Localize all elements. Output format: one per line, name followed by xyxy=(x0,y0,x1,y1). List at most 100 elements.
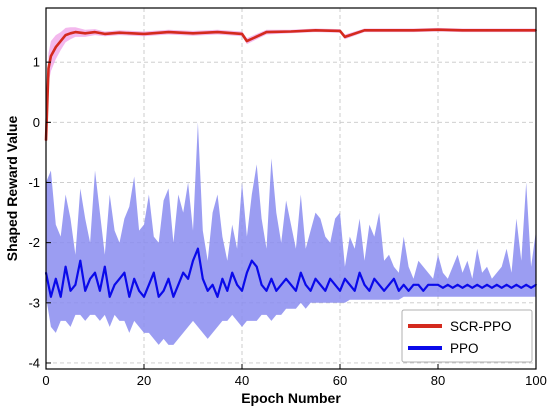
point-scr-ppo-28 xyxy=(486,29,488,32)
y-tick-label-1: -3 xyxy=(28,295,40,310)
point-ppo-61 xyxy=(344,277,346,280)
point-scr-ppo-24 xyxy=(388,29,390,32)
point-ppo-76 xyxy=(417,283,420,286)
point-ppo-10 xyxy=(94,271,96,274)
point-ppo-26 xyxy=(172,295,175,298)
y-tick-label-3: -1 xyxy=(28,175,40,190)
point-ppo-44 xyxy=(260,283,263,286)
point-scr-ppo-25 xyxy=(412,29,415,32)
point-scr-ppo-6 xyxy=(69,32,72,35)
y-tick-label-0: -4 xyxy=(28,355,40,370)
point-scr-ppo-4 xyxy=(59,40,62,42)
point-ppo-65 xyxy=(363,283,366,286)
band-ppo xyxy=(46,122,536,345)
point-ppo-49 xyxy=(285,277,287,280)
point-ppo-78 xyxy=(427,283,430,286)
point-ppo-40 xyxy=(241,289,243,292)
point-ppo-18 xyxy=(133,277,136,280)
point-ppo-80 xyxy=(437,283,439,286)
point-ppo-72 xyxy=(397,289,400,292)
point-ppo-81 xyxy=(442,286,444,289)
point-ppo-35 xyxy=(216,295,219,298)
point-ppo-22 xyxy=(152,271,155,274)
point-ppo-54 xyxy=(309,289,312,292)
point-ppo-5 xyxy=(69,289,72,292)
point-ppo-73 xyxy=(402,283,405,286)
point-ppo-91 xyxy=(491,286,493,289)
point-ppo-75 xyxy=(412,283,415,286)
point-ppo-53 xyxy=(304,283,307,286)
point-ppo-99 xyxy=(530,286,532,289)
x-tick-label-0: 0 xyxy=(42,373,49,388)
point-ppo-69 xyxy=(383,289,385,292)
point-ppo-19 xyxy=(138,289,141,292)
point-ppo-90 xyxy=(486,283,488,286)
point-ppo-7 xyxy=(79,259,82,262)
legend-label-scr-ppo: SCR-PPO xyxy=(450,319,512,334)
y-axis-label: Shaped Reward Value xyxy=(4,116,20,262)
point-ppo-84 xyxy=(456,283,459,286)
point-ppo-89 xyxy=(481,286,483,289)
point-ppo-39 xyxy=(236,283,239,286)
point-ppo-12 xyxy=(103,265,106,268)
point-ppo-3 xyxy=(59,295,62,298)
point-scr-ppo-17 xyxy=(246,40,248,42)
point-scr-ppo-19 xyxy=(290,30,292,33)
point-ppo-58 xyxy=(329,277,332,280)
point-ppo-56 xyxy=(319,283,322,286)
point-scr-ppo-7 xyxy=(74,31,77,33)
y-tick-label-4: 0 xyxy=(33,115,40,130)
x-tick-label-1: 20 xyxy=(137,373,151,388)
point-ppo-70 xyxy=(388,283,390,286)
point-scr-ppo-2 xyxy=(50,55,52,57)
legend: SCR-PPO PPO xyxy=(401,309,533,363)
point-scr-ppo-12 xyxy=(143,33,145,35)
point-scr-ppo-13 xyxy=(167,31,170,33)
point-scr-ppo-18 xyxy=(265,31,268,33)
point-ppo-66 xyxy=(368,289,371,292)
confidence-bands xyxy=(46,27,536,345)
point-ppo-8 xyxy=(84,289,87,292)
point-ppo-92 xyxy=(495,283,498,286)
point-ppo-71 xyxy=(393,277,395,280)
point-ppo-4 xyxy=(64,265,67,268)
x-tick-label-3: 60 xyxy=(333,373,347,388)
point-ppo-27 xyxy=(177,283,180,286)
y-tick-label-2: -2 xyxy=(28,235,40,250)
ticks: 0 20 40 60 80 100 -4 -3 -2 -1 0 1 xyxy=(28,55,546,388)
point-scr-ppo-3 xyxy=(54,46,57,48)
point-ppo-60 xyxy=(339,289,341,292)
point-scr-ppo-1 xyxy=(47,67,50,70)
point-scr-ppo-14 xyxy=(192,32,194,35)
point-ppo-48 xyxy=(280,283,283,286)
plot-frame xyxy=(45,7,537,370)
point-scr-ppo-22 xyxy=(344,36,346,38)
y-tick-label-5: 1 xyxy=(33,55,40,70)
point-ppo-13 xyxy=(108,295,111,298)
legend-label-ppo: PPO xyxy=(450,341,479,356)
point-ppo-46 xyxy=(270,277,273,280)
point-ppo-95 xyxy=(510,286,513,289)
point-ppo-41 xyxy=(246,271,248,274)
point-ppo-85 xyxy=(461,286,464,289)
point-ppo-24 xyxy=(162,289,165,292)
point-scr-ppo-26 xyxy=(437,28,439,31)
point-ppo-21 xyxy=(148,283,150,286)
point-ppo-1 xyxy=(50,295,52,298)
point-ppo-83 xyxy=(451,286,454,289)
point-ppo-50 xyxy=(290,283,292,286)
point-ppo-79 xyxy=(432,283,434,286)
point-ppo-25 xyxy=(167,277,170,280)
point-ppo-45 xyxy=(265,289,268,292)
point-ppo-31 xyxy=(197,247,199,250)
point-scr-ppo-29 xyxy=(510,29,513,32)
point-ppo-6 xyxy=(74,283,77,286)
x-tick-label-4: 80 xyxy=(431,373,445,388)
point-ppo-74 xyxy=(407,289,410,292)
point-ppo-37 xyxy=(226,289,229,292)
point-ppo-23 xyxy=(157,295,160,298)
point-ppo-32 xyxy=(201,277,204,280)
point-ppo-97 xyxy=(520,286,523,289)
point-ppo-55 xyxy=(314,277,317,280)
